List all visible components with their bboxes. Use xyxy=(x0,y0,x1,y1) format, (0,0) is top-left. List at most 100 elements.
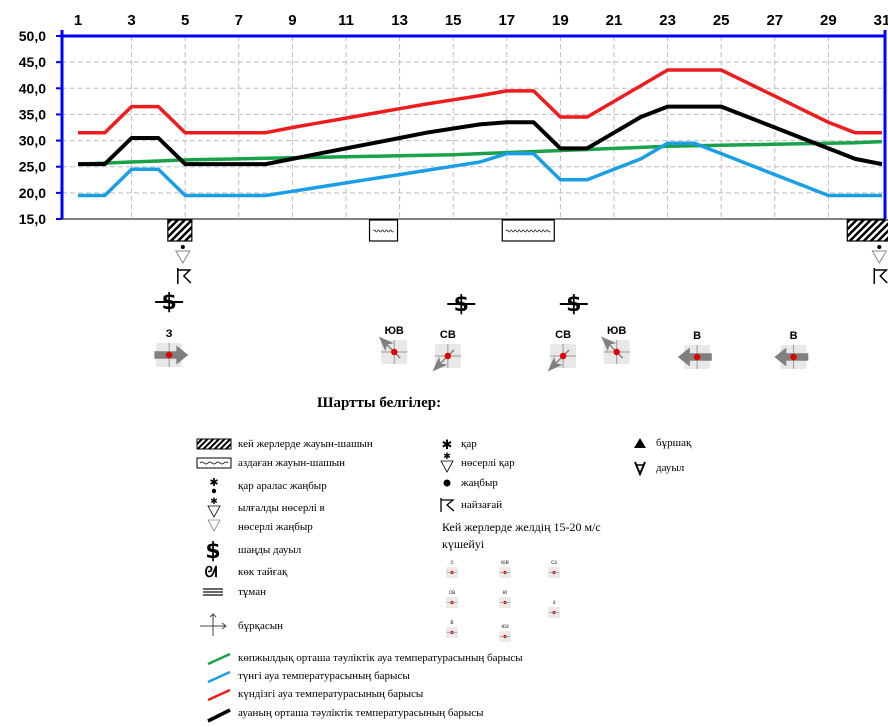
thunder-icon xyxy=(440,498,455,512)
legend-mean-line: ауаның орташа тәуліктік температурасының… xyxy=(238,707,484,719)
y-tick-label: 35,0 xyxy=(19,106,46,122)
shower-rain-icon xyxy=(207,519,221,532)
weather-markers: $ $ $З ЮВ СВ СВ ЮВ В В xyxy=(154,219,888,372)
mini-wind-label: с xyxy=(451,560,454,566)
light-rain-marker xyxy=(501,219,555,242)
climate-line-icon xyxy=(207,652,231,666)
y-tick-label: 30,0 xyxy=(19,133,46,149)
sleet-icon: ✱ xyxy=(209,478,219,494)
legend-title: Шартты белгілер: xyxy=(317,395,442,411)
wind-arrow-icon xyxy=(432,349,455,372)
light-rain-icon xyxy=(196,457,232,469)
y-tick-label: 50,0 xyxy=(19,28,46,44)
chart-tick-labels: 50,045,040,035,030,025,020,015,01 3 5 7 9 11 1… xyxy=(19,12,888,227)
heavy-rain-marker xyxy=(846,219,888,284)
mini-wind-label: св xyxy=(449,590,455,596)
series-line-night xyxy=(78,141,882,198)
wind-marker: В xyxy=(774,330,809,369)
svg-text:✱: ✱ xyxy=(442,438,453,451)
legend-thunder: найзағай xyxy=(461,499,503,511)
wind-direction-label: В xyxy=(693,330,701,342)
wind-arrow-icon xyxy=(601,336,624,359)
thunder-icon xyxy=(177,268,192,284)
legend-storm: дауыл xyxy=(656,462,685,474)
x-tick-label: 7 xyxy=(235,12,243,29)
mini-wind-label: з xyxy=(553,600,556,606)
svg-text:✱: ✱ xyxy=(210,497,218,507)
thunder-icon xyxy=(873,268,888,284)
x-tick-label: 25 xyxy=(713,12,730,29)
wind-marker: В xyxy=(677,330,712,369)
mini-wind-label: ю xyxy=(503,590,508,596)
y-tick-label: 40,0 xyxy=(19,80,46,96)
legend-shower-mixed: ылғалды нөсерлі в xyxy=(238,502,325,514)
wind-marker: З xyxy=(154,328,189,367)
x-tick-label: 21 xyxy=(606,12,623,29)
legend-day-line: күндізгі ауа температурасының барысы xyxy=(238,688,424,700)
legend-night-line: түнгі ауа температурасының барысы xyxy=(238,670,410,682)
legend-rain: жаңбыр xyxy=(461,477,498,489)
y-tick-label: 20,0 xyxy=(19,185,46,201)
x-tick-label: 31 xyxy=(874,12,888,29)
legend-whirlwind: бұрқасын xyxy=(238,620,283,632)
mini-wind-label: юз xyxy=(501,624,509,630)
wind-center-dot xyxy=(391,348,398,356)
legend-snow-shower: нөсерлі қар xyxy=(461,457,515,469)
legend-climate-line: көпжылдық орташа тәуліктік ауа температу… xyxy=(238,652,523,664)
legend-sleet: қар аралас жаңбыр xyxy=(238,480,327,492)
wind-center-dot xyxy=(790,353,797,361)
wind-marker: СВ xyxy=(547,329,577,372)
heavy-rain-icon xyxy=(196,438,232,450)
svg-text:✱: ✱ xyxy=(209,478,218,489)
weather-chart: 50,045,040,035,030,025,020,015,01 3 5 7 9 11 1… xyxy=(19,12,888,372)
wind-marker: ЮВ xyxy=(601,325,630,364)
night-line-icon xyxy=(207,670,231,684)
wind-center-dot xyxy=(165,351,173,359)
series-line-day xyxy=(78,68,882,135)
shower-icon xyxy=(174,250,191,264)
legend-wind-note: Кей жерлерде желдің 15-20 м/с күшейуі xyxy=(442,520,601,551)
snow-icon: ✱ xyxy=(442,438,453,451)
series-line-mean xyxy=(78,104,883,167)
x-tick-label: 11 xyxy=(338,12,354,29)
svg-text:✱: ✱ xyxy=(443,452,451,462)
x-tick-label: 17 xyxy=(498,12,515,29)
wind-direction-label: ЮВ xyxy=(607,325,626,337)
rain-dot-icon xyxy=(180,245,185,249)
mean-line-icon xyxy=(207,708,231,723)
hail-icon xyxy=(634,438,646,448)
rain-icon xyxy=(443,479,451,487)
legend-hail: бұршақ xyxy=(656,437,692,449)
heavy-rain-marker xyxy=(167,219,193,284)
y-tick-label: 45,0 xyxy=(19,54,46,70)
chart-series xyxy=(77,68,883,198)
x-tick-label: 15 xyxy=(445,12,462,29)
wind-center-dot xyxy=(613,348,620,356)
legend-snow: қар xyxy=(461,438,477,450)
x-tick-label: 29 xyxy=(820,12,837,29)
wind-direction-label: В xyxy=(790,330,798,342)
light-rain-marker xyxy=(368,219,399,242)
legend-dust-storm: шаңды дауыл xyxy=(238,544,302,556)
wind-direction-label: СВ xyxy=(440,329,456,341)
x-tick-label: 9 xyxy=(288,12,296,29)
wind-center-dot xyxy=(559,352,567,360)
ice-icon: ᘛ xyxy=(205,564,218,580)
wind-marker: СВ xyxy=(432,329,461,372)
legend-heavy-rain: кей жерлерде жауын-шашын xyxy=(238,438,373,450)
mini-wind-label: юв xyxy=(501,560,509,566)
x-tick-label: 19 xyxy=(552,12,569,29)
storm-icon xyxy=(634,461,646,476)
chart-axes xyxy=(56,30,887,220)
wind-arrow-icon xyxy=(547,349,570,372)
wind-center-dot xyxy=(693,353,701,361)
svg-text:$: $ xyxy=(205,539,220,562)
wind-direction-label: СВ xyxy=(555,329,571,341)
fog-icon xyxy=(203,588,223,596)
x-tick-label: 23 xyxy=(659,12,676,29)
x-tick-label: 1 xyxy=(74,12,82,29)
whirlwind-icon xyxy=(200,613,227,636)
snow-shower-icon: ✱ xyxy=(440,452,454,473)
wind-arrow-icon xyxy=(378,336,401,359)
